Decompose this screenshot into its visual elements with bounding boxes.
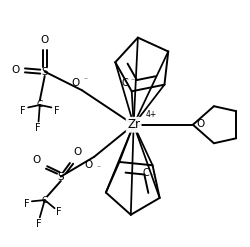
Text: ⁻: ⁻ [130, 76, 134, 85]
Text: F: F [54, 106, 60, 116]
Text: S: S [58, 172, 64, 182]
Text: O: O [12, 65, 20, 75]
Text: O: O [33, 155, 41, 165]
Text: O: O [196, 120, 204, 129]
Text: F: F [56, 207, 62, 217]
Text: F: F [24, 199, 29, 208]
Text: C: C [121, 78, 128, 88]
Text: C: C [142, 168, 149, 178]
Text: F: F [34, 124, 40, 133]
Text: 4+: 4+ [146, 110, 157, 119]
Text: ⁻: ⁻ [151, 171, 155, 181]
Text: O: O [72, 78, 80, 88]
Text: ⁻: ⁻ [96, 164, 100, 173]
Text: ⁻: ⁻ [83, 76, 87, 85]
Text: C: C [42, 196, 48, 205]
Text: O: O [40, 35, 49, 45]
Text: O: O [73, 147, 82, 157]
Text: F: F [20, 106, 26, 116]
Text: F: F [36, 219, 41, 228]
Text: C: C [37, 101, 43, 109]
Text: S: S [42, 67, 48, 77]
Text: Zr: Zr [127, 118, 140, 131]
Text: O: O [85, 160, 93, 170]
